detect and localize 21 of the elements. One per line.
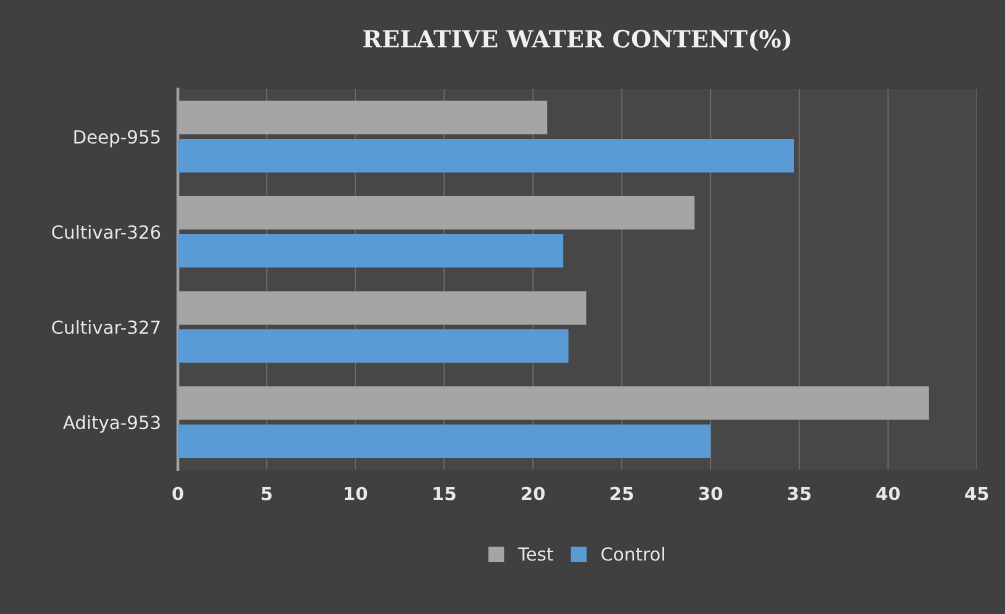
x-tick-label: 45 bbox=[965, 486, 989, 501]
legend-label: Test bbox=[517, 547, 554, 561]
legend-label: Control bbox=[601, 546, 664, 561]
chart-title: RELATIVE WATER CONTENT(%) bbox=[363, 29, 791, 52]
x-tick-label: 10 bbox=[344, 486, 368, 501]
bar bbox=[177, 329, 569, 363]
x-tick-label: 20 bbox=[521, 486, 545, 501]
bar bbox=[177, 234, 564, 268]
bar bbox=[177, 424, 711, 458]
y-tick-label: Aditya-953 bbox=[63, 415, 160, 433]
y-tick-label: Deep-955 bbox=[74, 130, 160, 148]
x-tick-label: 0 bbox=[172, 486, 184, 501]
bar bbox=[177, 138, 794, 173]
x-tick-label: 30 bbox=[699, 486, 723, 501]
x-tick-label: 25 bbox=[610, 486, 634, 501]
y-tick-label: Cultivar-326 bbox=[52, 224, 161, 239]
x-tick-label: 5 bbox=[261, 486, 272, 501]
x-tick-label: 35 bbox=[787, 486, 811, 501]
x-tick-label: 15 bbox=[433, 486, 456, 501]
x-tick-label: 40 bbox=[876, 486, 900, 501]
y-tick-label: Cultivar-327 bbox=[52, 320, 160, 335]
